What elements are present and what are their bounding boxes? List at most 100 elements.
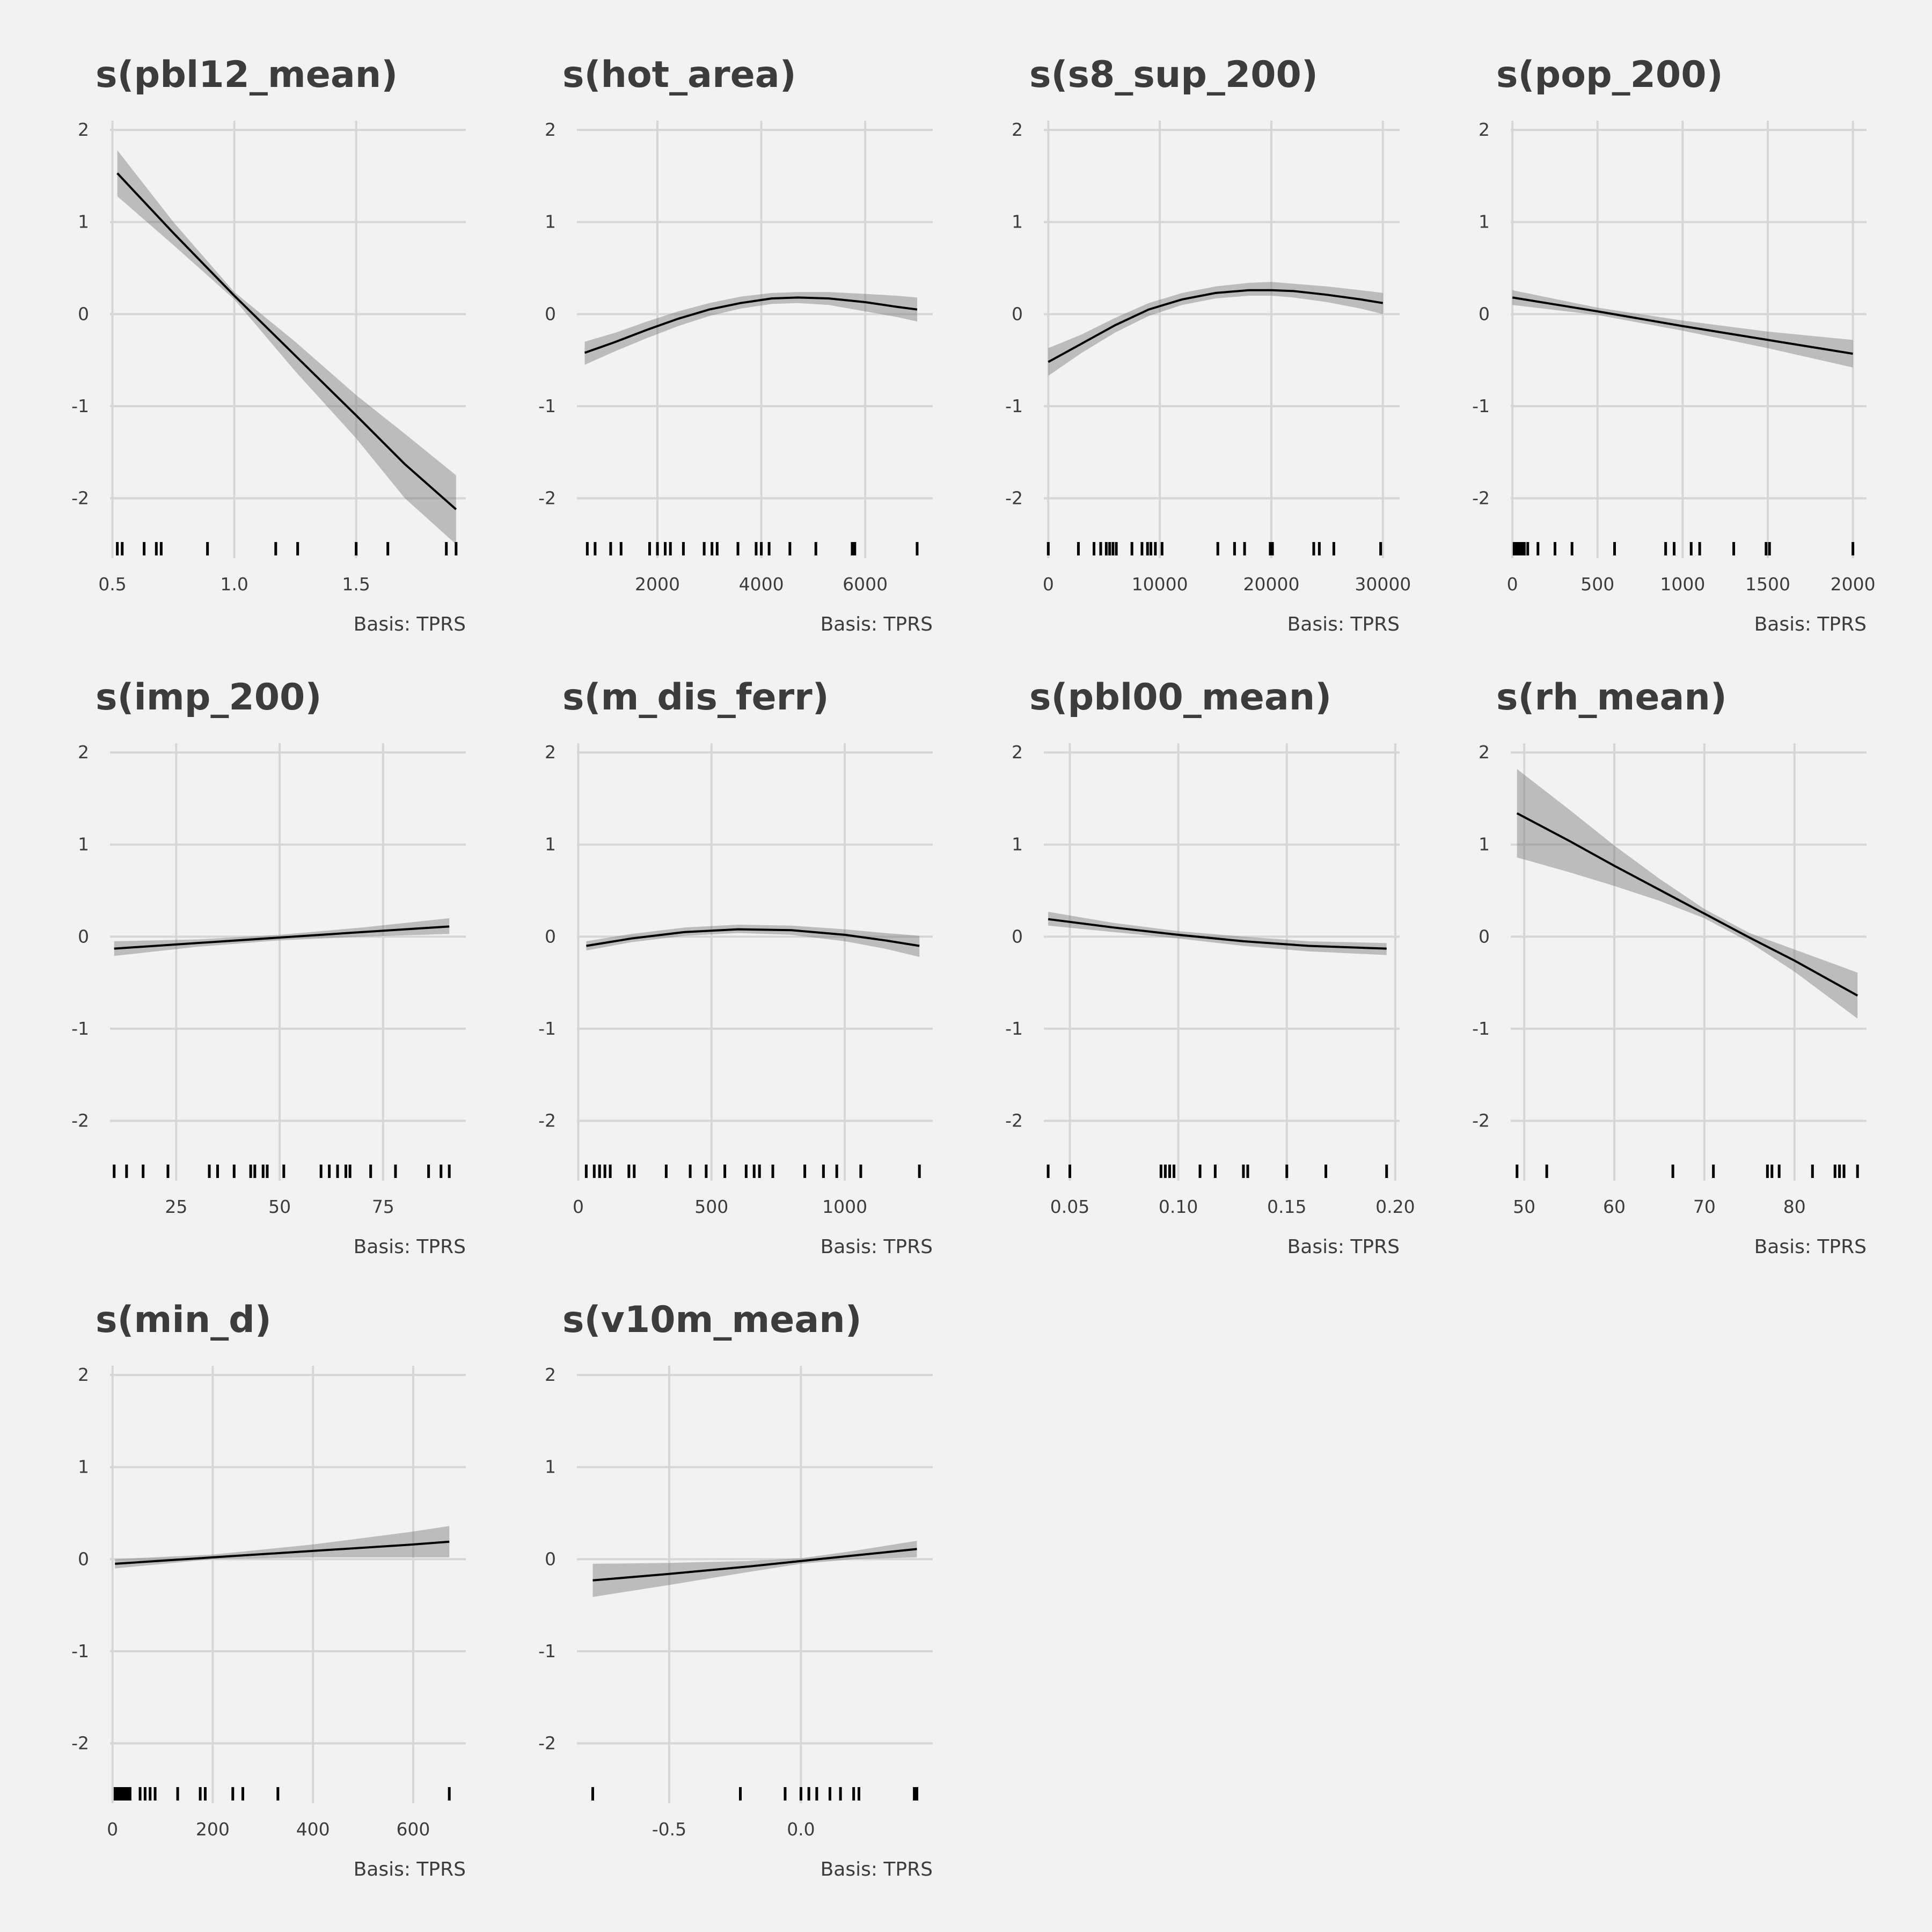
- y-tick-label: 2: [545, 119, 556, 140]
- y-tick-label: 0: [545, 303, 556, 324]
- y-tick-label: 1: [1012, 211, 1023, 232]
- y-tick-label: 2: [78, 1364, 89, 1385]
- confidence-band: [1512, 290, 1853, 368]
- y-tick-label: 2: [1479, 119, 1490, 140]
- plot-area: 2 1 0 -1 -2 -0.5 0.0 Basis: TPRS: [538, 1364, 933, 1880]
- plot-area: 2 1 0 -1 -2 0 500 1000 Basis: TPRS: [538, 742, 933, 1258]
- plot-area: 2 1 0 -1 -2 25 50 75 Basis: TPRS: [71, 742, 466, 1258]
- y-tick-label: 1: [78, 834, 89, 855]
- y-tick-label: -1: [1005, 1018, 1023, 1039]
- y-tick-label: -2: [538, 1732, 556, 1753]
- y-tick-label: 1: [78, 1457, 89, 1477]
- y-tick-label: 2: [1479, 742, 1490, 763]
- smooth-panel: s(s8_sup_200) 2 1 0 -1 -2 0 10000 20000 30000 Basi…: [1005, 54, 1496, 676]
- y-tick-label: 0: [1479, 926, 1490, 947]
- x-tick-label: 200: [196, 1819, 230, 1840]
- panel-title: s(m_dis_ferr): [562, 676, 829, 719]
- y-tick-label: 1: [545, 211, 556, 232]
- y-tick-label: 0: [1479, 303, 1490, 324]
- y-tick-label: -1: [1472, 1018, 1490, 1039]
- y-tick-label: -1: [538, 1018, 556, 1039]
- basis-caption: Basis: TPRS: [1754, 1236, 1867, 1258]
- y-tick-label: -1: [71, 1641, 89, 1662]
- x-tick-label: 20000: [1243, 574, 1299, 595]
- plot-area: 2 1 0 -1 -2 50 60 70 80 Basis: TPRS: [1472, 742, 1867, 1258]
- y-tick-label: 0: [1012, 926, 1023, 947]
- x-tick-label: 50: [268, 1196, 291, 1217]
- x-tick-label: 1500: [1745, 574, 1790, 595]
- panel-title: s(pbl12_mean): [96, 54, 398, 96]
- x-tick-label: 60: [1603, 1196, 1626, 1217]
- x-tick-label: 6000: [843, 574, 888, 595]
- smooth-line: [114, 925, 450, 950]
- y-tick-label: -2: [71, 487, 89, 508]
- y-tick-label: 2: [78, 119, 89, 140]
- plot-area: 2 1 0 -1 -2 0 200 400 600 Basis: TPRS: [71, 1364, 466, 1880]
- basis-caption: Basis: TPRS: [354, 613, 466, 635]
- y-tick-label: -2: [1005, 1110, 1023, 1131]
- plot-area: 2 1 0 -1 -2 0 10000 20000 30000 Basis: TPRS: [1005, 119, 1411, 635]
- smooth-line: [592, 1548, 917, 1582]
- confidence-band: [1048, 282, 1383, 376]
- basis-caption: Basis: TPRS: [821, 1858, 933, 1880]
- smooth-panel: s(pbl12_mean) 2 1 0 -1 -2 0.5 1.0 1.5 Basis: TPRS: [71, 54, 562, 676]
- y-tick-label: 1: [78, 211, 89, 232]
- y-tick-label: -2: [1472, 487, 1490, 508]
- x-tick-label: 0.10: [1159, 1196, 1198, 1217]
- basis-caption: Basis: TPRS: [1754, 613, 1867, 635]
- plot-area: 2 1 0 -1 -2 2000 4000 6000 Basis: TPRS: [538, 119, 933, 635]
- y-tick-label: -2: [538, 487, 556, 508]
- basis-caption: Basis: TPRS: [1287, 613, 1400, 635]
- panel-title: s(min_d): [96, 1299, 272, 1341]
- x-tick-label: 4000: [739, 574, 784, 595]
- panel-title: s(s8_sup_200): [1029, 54, 1318, 96]
- y-tick-label: 1: [545, 1457, 556, 1477]
- y-tick-label: -2: [538, 1110, 556, 1131]
- smooth-line: [116, 172, 457, 510]
- smooth-panel: s(pop_200) 2 1 0 -1 -2 0 500 1000 1500 2000 Basis: …: [1472, 54, 1932, 676]
- y-tick-label: 1: [545, 834, 556, 855]
- smooth-line: [1048, 289, 1384, 363]
- x-tick-label: 50: [1513, 1196, 1535, 1217]
- panel-title: s(v10m_mean): [562, 1299, 862, 1341]
- confidence-band: [115, 1526, 450, 1569]
- y-tick-label: -1: [71, 1018, 89, 1039]
- y-tick-label: 0: [1012, 303, 1023, 324]
- y-tick-label: 0: [78, 926, 89, 947]
- panel-title: s(hot_area): [562, 54, 796, 96]
- x-tick-label: 0.15: [1267, 1196, 1306, 1217]
- smooth-line: [1048, 918, 1387, 950]
- x-tick-label: 75: [372, 1196, 394, 1217]
- x-tick-label: 2000: [1831, 574, 1876, 595]
- smooth-panel: s(v10m_mean) 2 1 0 -1 -2 -0.5 0.0 Basis: TPRS: [538, 1299, 1029, 1921]
- x-tick-label: 0: [1043, 574, 1054, 595]
- y-tick-label: -1: [538, 396, 556, 416]
- smooth-line: [584, 296, 918, 354]
- y-tick-label: 1: [1479, 211, 1490, 232]
- smooth-panel: s(pbl00_mean) 2 1 0 -1 -2 0.05 0.10 0.15 0.20 Basi…: [1005, 676, 1496, 1299]
- panel-title: s(pbl00_mean): [1029, 676, 1332, 719]
- x-tick-label: 25: [165, 1196, 187, 1217]
- smooth-line: [586, 928, 920, 947]
- smooth-panel: s(hot_area) 2 1 0 -1 -2 2000 4000 6000 Basis: TPR…: [538, 54, 1029, 676]
- smooth-panel: s(imp_200) 2 1 0 -1 -2 25 50 75 Basis: TPRS: [71, 676, 562, 1299]
- smooth-panel: s(rh_mean) 2 1 0 -1 -2 50 60 70 80 Basis: TPRS: [1472, 676, 1932, 1299]
- x-tick-label: 0.05: [1050, 1196, 1089, 1217]
- x-tick-label: 30000: [1355, 574, 1411, 595]
- basis-caption: Basis: TPRS: [821, 1236, 933, 1258]
- x-tick-label: 1000: [1660, 574, 1705, 595]
- y-tick-label: -2: [71, 1732, 89, 1753]
- y-tick-label: -1: [1005, 396, 1023, 416]
- y-tick-label: 0: [78, 303, 89, 324]
- confidence-band: [592, 1541, 917, 1597]
- smooth-panel: s(m_dis_ferr) 2 1 0 -1 -2 0 500 1000 Basis: TPRS: [538, 676, 1029, 1299]
- plot-area: 2 1 0 -1 -2 0.5 1.0 1.5 Basis: TPRS: [71, 119, 466, 635]
- x-tick-label: 0.20: [1375, 1196, 1415, 1217]
- x-tick-label: 400: [296, 1819, 330, 1840]
- confidence-band: [1517, 769, 1858, 1019]
- x-tick-label: 10000: [1132, 574, 1188, 595]
- smooth-panel: s(min_d) 2 1 0 -1 -2 0 200 400 600 Basis: TPRS: [71, 1299, 562, 1921]
- plot-area: 2 1 0 -1 -2 0.05 0.10 0.15 0.20 Basis: TPRS: [1005, 742, 1415, 1258]
- y-tick-label: 0: [545, 1548, 556, 1569]
